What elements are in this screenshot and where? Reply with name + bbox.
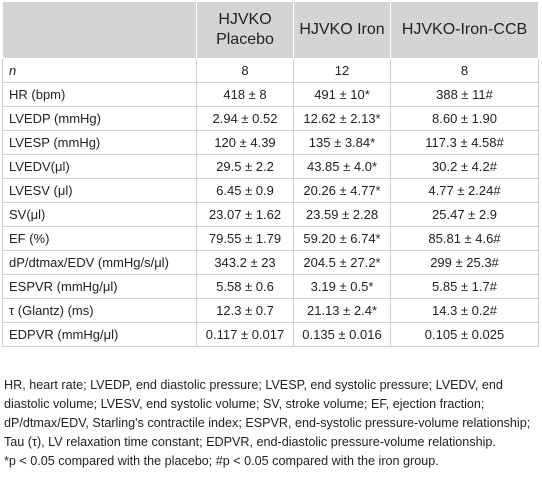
row-label: dP/dtmax/EDV (mmHg/s/μl) bbox=[2, 250, 197, 275]
header-cell bbox=[2, 1, 197, 59]
cell: 12 bbox=[293, 58, 391, 83]
table-row: SV(μl) 23.07 ± 1.62 23.59 ± 2.28 25.47 ± 2.… bbox=[2, 202, 539, 227]
cell: 0.105 ± 0.025 bbox=[390, 322, 539, 347]
cell: 299 ± 25.3# bbox=[390, 250, 539, 275]
table-row: EF (%) 79.55 ± 1.79 59.20 ± 6.74* 85.81 ± 4… bbox=[2, 226, 539, 251]
row-label: τ (Glantz) (ms) bbox=[2, 298, 197, 323]
table-row: HR (bpm) 418 ± 8 491 ± 10* 388 ± 11# bbox=[2, 82, 539, 107]
footnote: HR, heart rate; LVEDP, end diastolic pre… bbox=[4, 378, 531, 449]
table-row: LVEDP (mmHg) 2.94 ± 0.52 12.62 ± 2.13* 8.60… bbox=[2, 106, 539, 131]
cell: 491 ± 10* bbox=[293, 82, 391, 107]
cell: 21.13 ± 2.4* bbox=[293, 298, 391, 323]
row-label: ESPVR (mmHg/μl) bbox=[2, 274, 197, 299]
cell: 117.3 ± 4.58# bbox=[390, 130, 539, 155]
cell: 30.2 ± 4.2# bbox=[390, 154, 539, 179]
cell: 23.07 ± 1.62 bbox=[196, 202, 294, 227]
cell: 85.81 ± 4.6# bbox=[390, 226, 539, 251]
table-row: ESPVR (mmHg/μl) 5.58 ± 0.6 3.19 ± 0.5* 5.85… bbox=[2, 274, 539, 299]
row-label: EDPVR (mmHg/μl) bbox=[2, 322, 197, 347]
cell: 20.26 ± 4.77* bbox=[293, 178, 391, 203]
table-row: LVESP (mmHg) 120 ± 4.39 135 ± 3.84* 117.3 ±… bbox=[2, 130, 539, 155]
footnote: *p < 0.05 compared with the placebo; #p … bbox=[4, 454, 439, 468]
table-row: LVEDV(μl) 29.5 ± 2.2 43.85 ± 4.0* 30.2 ± 4.… bbox=[2, 154, 539, 179]
header-row: HJVKO Placebo HJVKO Iron HJVKO-Iron-CCB bbox=[2, 1, 539, 59]
cell: 5.58 ± 0.6 bbox=[196, 274, 294, 299]
row-label: LVESP (mmHg) bbox=[2, 130, 197, 155]
cell: 2.94 ± 0.52 bbox=[196, 106, 294, 131]
cell: 0.117 ± 0.017 bbox=[196, 322, 294, 347]
cell: 12.62 ± 2.13* bbox=[293, 106, 391, 131]
cell: 388 ± 11# bbox=[390, 82, 539, 107]
row-label: LVEDV(μl) bbox=[2, 154, 197, 179]
cell: 8.60 ± 1.90 bbox=[390, 106, 539, 131]
table-row: EDPVR (mmHg/μl) 0.117 ± 0.017 0.135 ± 0.01… bbox=[2, 322, 539, 347]
cell: 120 ± 4.39 bbox=[196, 130, 294, 155]
table-row: dP/dtmax/EDV (mmHg/s/μl) 343.2 ± 23 204.5 … bbox=[2, 250, 539, 275]
cell: 135 ± 3.84* bbox=[293, 130, 391, 155]
cell: 8 bbox=[196, 58, 294, 83]
row-label: SV(μl) bbox=[2, 202, 197, 227]
cell: 6.45 ± 0.9 bbox=[196, 178, 294, 203]
cell: 23.59 ± 2.28 bbox=[293, 202, 391, 227]
table-body: n 8 12 8 HR (bpm) 418 ± 8 491 ± 10* 388 ± 11# LV… bbox=[2, 58, 539, 347]
cell: 343.2 ± 23 bbox=[196, 250, 294, 275]
cell: 59.20 ± 6.74* bbox=[293, 226, 391, 251]
row-label: EF (%) bbox=[2, 226, 197, 251]
cell: 204.5 ± 27.2* bbox=[293, 250, 391, 275]
table-row: n 8 12 8 bbox=[2, 58, 539, 83]
cell: 79.55 ± 1.79 bbox=[196, 226, 294, 251]
row-label: HR (bpm) bbox=[2, 82, 197, 107]
row-label: LVEDP (mmHg) bbox=[2, 106, 197, 131]
cell: 43.85 ± 4.0* bbox=[293, 154, 391, 179]
table-row: τ (Glantz) (ms) 12.3 ± 0.7 21.13 ± 2.4* 14.… bbox=[2, 298, 539, 323]
cell: 5.85 ± 1.7# bbox=[390, 274, 539, 299]
row-label: n bbox=[2, 58, 197, 83]
cell: 8 bbox=[390, 58, 539, 83]
header-cell: HJVKO Placebo bbox=[196, 1, 294, 59]
cell: 12.3 ± 0.7 bbox=[196, 298, 294, 323]
cell: 29.5 ± 2.2 bbox=[196, 154, 294, 179]
cell: 25.47 ± 2.9 bbox=[390, 202, 539, 227]
header-cell: HJVKO Iron bbox=[293, 1, 391, 59]
cell: 14.3 ± 0.2# bbox=[390, 298, 539, 323]
cell: 418 ± 8 bbox=[196, 82, 294, 107]
cell: 3.19 ± 0.5* bbox=[293, 274, 391, 299]
row-label: LVESV (μl) bbox=[2, 178, 197, 203]
header-cell: HJVKO-Iron-CCB bbox=[390, 1, 539, 59]
table-row: LVESV (μl) 6.45 ± 0.9 20.26 ± 4.77* 4.77 ± … bbox=[2, 178, 539, 203]
cell: 0.135 ± 0.016 bbox=[293, 322, 391, 347]
cell: 4.77 ± 2.24# bbox=[390, 178, 539, 203]
